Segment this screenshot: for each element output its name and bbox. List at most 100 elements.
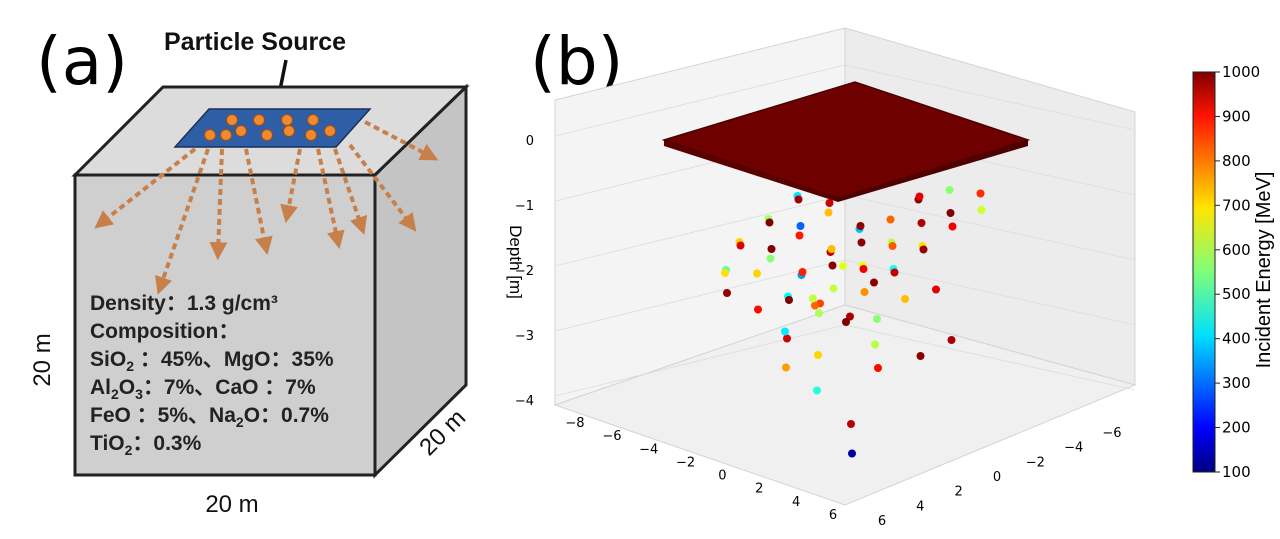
x-tick-label: 6	[829, 508, 837, 523]
scatter-point	[874, 364, 882, 372]
scatter-point	[827, 245, 836, 253]
z-tick-label: −4	[515, 394, 534, 409]
y-tick-label: 6	[878, 514, 886, 529]
z-axis-ticks: 0 −1 −2 −3 −4	[515, 134, 534, 409]
colorbar-tick-label: 900	[1222, 107, 1251, 125]
y-tick-label: 0	[993, 470, 1001, 485]
grid-line	[554, 194, 846, 267]
scatter-point	[766, 254, 775, 263]
scatter-point	[765, 218, 774, 227]
floor-plane	[553, 304, 1137, 506]
scatter-point	[917, 219, 926, 227]
sio2-base: SiO	[90, 348, 126, 371]
composition-row-3: FeO ：5%、Na2O：0.7%	[90, 404, 329, 430]
emission-arrow	[244, 148, 273, 256]
colorbar-ticks: 1000 900 800 700 600 500 400 300 200 100	[1215, 63, 1260, 481]
scatter-point	[901, 295, 909, 303]
source-particle	[307, 114, 319, 126]
scatter-point	[915, 192, 924, 201]
x-axis-ticks: −8 −6 −4 −2 0 2 4 6	[565, 416, 837, 523]
colorbar-tick-label: 800	[1222, 152, 1251, 170]
scatter-point	[848, 449, 856, 458]
scatter-point	[888, 242, 897, 250]
scatter-point	[873, 315, 881, 323]
emission-arrow	[364, 120, 439, 161]
scatter-point	[847, 420, 855, 428]
scatter-point	[824, 208, 833, 217]
scatter-point	[783, 334, 791, 343]
grid-line	[844, 194, 1136, 261]
scatter-point	[916, 352, 925, 360]
scatter-point	[976, 189, 985, 198]
grid-line	[554, 324, 846, 397]
source-particle	[220, 129, 232, 141]
composition-title: Composition：	[90, 320, 239, 343]
scatter-point	[736, 241, 745, 250]
tio2-base: TiO	[90, 432, 125, 455]
scatter-point	[811, 301, 819, 310]
source-particle	[283, 125, 295, 137]
grid-line	[844, 64, 1136, 131]
colorbar-tick-label: 300	[1222, 374, 1251, 392]
sio2-sub: 2	[126, 358, 134, 374]
scatter-point	[809, 294, 817, 303]
tio2-value: ：0.3%	[132, 432, 201, 455]
colorbar-tick-label: 100	[1222, 463, 1251, 481]
scatter-point	[723, 289, 731, 297]
source-particle	[281, 114, 293, 126]
cao-value: CaO ：7%	[215, 376, 316, 399]
source-particle	[235, 125, 247, 137]
density-text: Density：1.3 g/cm³	[90, 292, 278, 315]
cube-front-face	[73, 173, 377, 477]
colorbar	[1192, 71, 1216, 473]
dimension-left-label: 20 m	[29, 333, 56, 386]
colorbar-tick-label: 200	[1222, 419, 1251, 437]
panel-a-label: (a)	[36, 23, 128, 100]
tio2-sub: 2	[125, 442, 133, 458]
scatter-point	[767, 245, 776, 253]
scatter-point	[919, 245, 928, 254]
scatter-point	[794, 195, 803, 204]
source-particle	[204, 129, 216, 141]
source-layer-edge	[838, 140, 1028, 202]
scatter-point	[890, 268, 899, 277]
x-tick-label: −2	[676, 455, 695, 470]
scatter-point	[947, 336, 956, 344]
emission-arrow	[280, 148, 302, 224]
emission-arrow	[316, 148, 345, 250]
scatter-point	[721, 269, 729, 277]
scatter-point	[948, 222, 957, 231]
colorbar-tick-label: 500	[1222, 285, 1251, 303]
scatter-point	[932, 285, 940, 294]
z-axis-label: Depth [m]	[506, 225, 525, 299]
scatter-point	[977, 206, 986, 214]
grid-line	[554, 259, 846, 332]
scatter-point	[860, 288, 869, 296]
x-tick-label: −4	[639, 442, 658, 457]
scatter-point	[857, 238, 866, 247]
particle-source-label: Particle Source	[164, 28, 346, 56]
scatter-point	[754, 305, 762, 314]
y-tick-label: −6	[1102, 426, 1121, 441]
colorbar-tick-label: 400	[1222, 330, 1251, 348]
x-tick-label: −8	[565, 416, 584, 431]
emission-arrows	[94, 120, 439, 295]
z-tick-label: −3	[515, 329, 534, 344]
emission-arrow	[94, 147, 197, 229]
scatter-point	[829, 284, 838, 293]
panel-a: (a) Particle Source	[29, 23, 471, 518]
scatter-point	[815, 309, 823, 317]
emission-arrow	[333, 148, 368, 235]
source-particle	[324, 125, 336, 137]
dimension-bottom-label: 20 m	[205, 491, 258, 518]
scatter-point	[825, 199, 834, 207]
al2o3-value: ：7%、	[143, 376, 215, 399]
scatter-point	[871, 340, 879, 349]
source-plate	[173, 108, 372, 148]
scatter-point	[813, 386, 821, 395]
z-tick-label: 0	[526, 134, 534, 149]
y-tick-label: 4	[916, 499, 924, 514]
z-tick-label: −2	[515, 264, 534, 279]
